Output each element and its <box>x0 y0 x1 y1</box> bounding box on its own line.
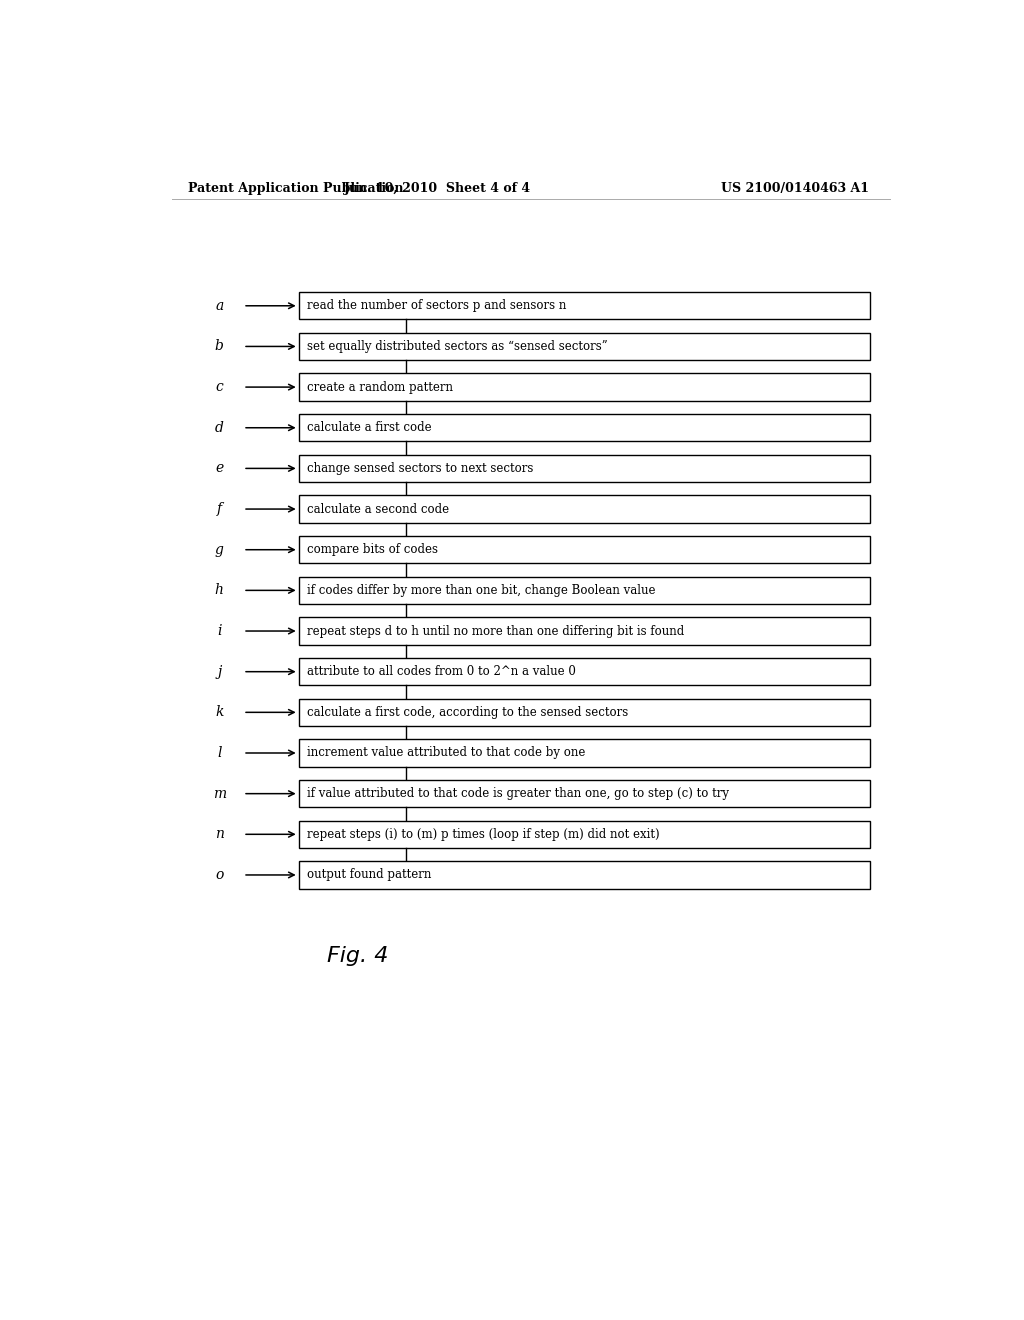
Text: calculate a first code, according to the sensed sectors: calculate a first code, according to the… <box>306 706 628 719</box>
Bar <box>299 821 870 847</box>
Text: a: a <box>215 298 223 313</box>
Text: read the number of sectors p and sensors n: read the number of sectors p and sensors… <box>306 300 566 313</box>
Text: j: j <box>217 665 221 678</box>
Bar <box>299 454 870 482</box>
Text: US 2100/0140463 A1: US 2100/0140463 A1 <box>721 182 868 195</box>
Text: d: d <box>215 421 223 434</box>
Bar <box>299 739 870 767</box>
Text: compare bits of codes: compare bits of codes <box>306 544 437 556</box>
Text: repeat steps (i) to (m) p times (loop if step (m) did not exit): repeat steps (i) to (m) p times (loop if… <box>306 828 659 841</box>
Bar <box>299 333 870 360</box>
Text: Patent Application Publication: Patent Application Publication <box>187 182 403 195</box>
Text: l: l <box>217 746 221 760</box>
Text: if value attributed to that code is greater than one, go to step (c) to try: if value attributed to that code is grea… <box>306 787 728 800</box>
Text: calculate a second code: calculate a second code <box>306 503 449 516</box>
Text: Fig. 4: Fig. 4 <box>328 946 389 966</box>
Text: o: o <box>215 869 223 882</box>
Bar <box>299 861 870 888</box>
Bar <box>299 374 870 401</box>
Bar <box>299 536 870 564</box>
Bar <box>299 780 870 808</box>
Text: f: f <box>217 502 222 516</box>
Text: c: c <box>215 380 223 395</box>
Bar <box>299 618 870 644</box>
Text: b: b <box>215 339 223 354</box>
Text: if codes differ by more than one bit, change Boolean value: if codes differ by more than one bit, ch… <box>306 583 655 597</box>
Text: repeat steps d to h until no more than one differing bit is found: repeat steps d to h until no more than o… <box>306 624 684 638</box>
Text: increment value attributed to that code by one: increment value attributed to that code … <box>306 747 585 759</box>
Bar <box>299 414 870 441</box>
Text: Jun. 10, 2010  Sheet 4 of 4: Jun. 10, 2010 Sheet 4 of 4 <box>344 182 531 195</box>
Text: i: i <box>217 624 221 638</box>
Text: k: k <box>215 705 223 719</box>
Text: attribute to all codes from 0 to 2^n a value 0: attribute to all codes from 0 to 2^n a v… <box>306 665 575 678</box>
Text: g: g <box>215 543 223 557</box>
Text: m: m <box>213 787 226 801</box>
Text: output found pattern: output found pattern <box>306 869 431 882</box>
Text: h: h <box>215 583 223 598</box>
Bar <box>299 698 870 726</box>
Text: create a random pattern: create a random pattern <box>306 380 453 393</box>
Bar <box>299 292 870 319</box>
Text: e: e <box>215 462 223 475</box>
Bar <box>299 577 870 605</box>
Text: set equally distributed sectors as “sensed sectors”: set equally distributed sectors as “sens… <box>306 341 607 352</box>
Bar <box>299 495 870 523</box>
Text: n: n <box>215 828 223 841</box>
Text: change sensed sectors to next sectors: change sensed sectors to next sectors <box>306 462 532 475</box>
Text: calculate a first code: calculate a first code <box>306 421 431 434</box>
Bar <box>299 657 870 685</box>
